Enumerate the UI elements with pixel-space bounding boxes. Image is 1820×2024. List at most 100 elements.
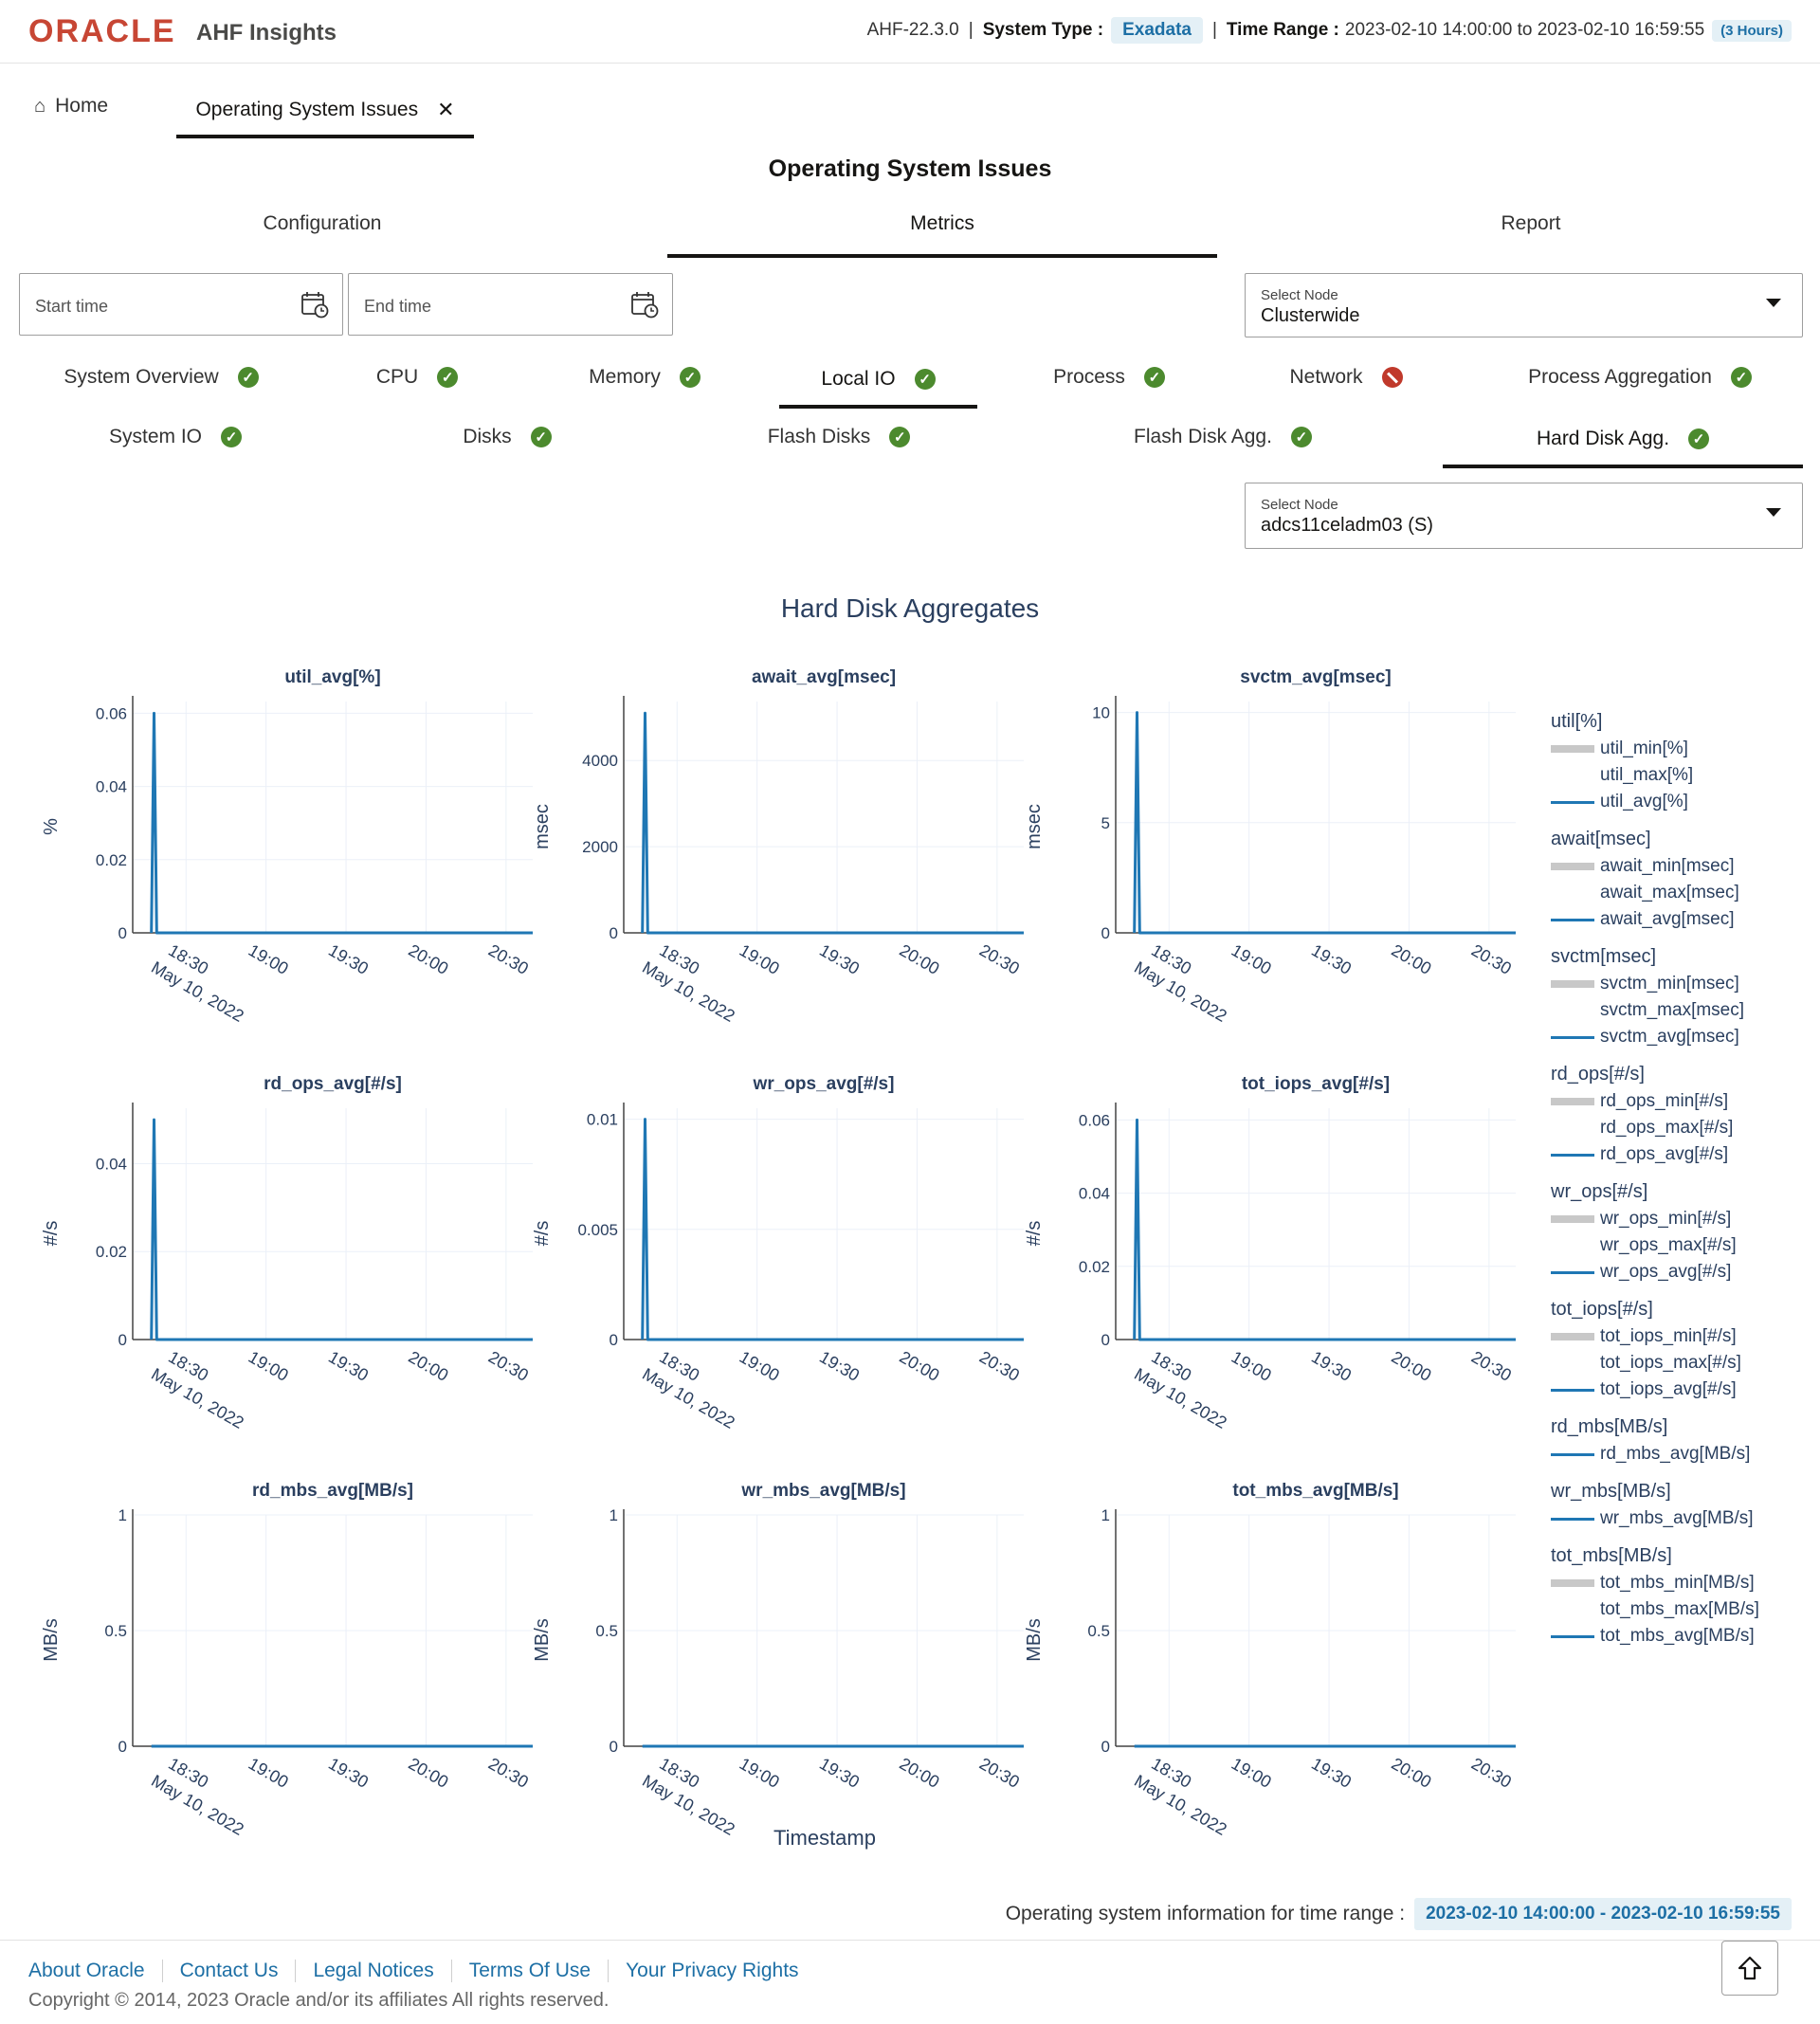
y-tick-label: 4000 (582, 752, 618, 770)
chart-util-avg-: util_avg[%]00.020.040.06%18:30 19:00 19:30… (41, 667, 533, 1026)
y-tick-label: 0 (118, 924, 127, 942)
legend-group-title[interactable]: util[%] (1551, 711, 1603, 732)
legend-group-title[interactable]: svctm[msec] (1551, 946, 1657, 967)
legend-item[interactable]: tot_iops_avg[#/s] (1551, 1377, 1816, 1403)
legend-item[interactable]: tot_mbs_avg[MB/s] (1551, 1623, 1816, 1650)
legend-item[interactable]: util_min[%] (1551, 736, 1816, 762)
top-bar: ORACLE AHF Insights AHF-22.3.0 | System … (0, 0, 1820, 64)
chevron-down-icon (1766, 508, 1781, 517)
legend-group-title[interactable]: rd_mbs[MB/s] (1551, 1416, 1668, 1437)
tab-report[interactable]: Report (1501, 212, 1561, 234)
legend-swatch (1551, 1359, 1594, 1367)
app-name: AHF Insights (196, 20, 337, 46)
footer-link-privacy[interactable]: Your Privacy Rights (626, 1960, 799, 1981)
home-tab[interactable]: ⌂ Home (34, 95, 108, 118)
y-tick-label: 0.06 (96, 704, 127, 722)
x-tick-label: 19:30 (816, 1347, 863, 1385)
legend-group-title[interactable]: rd_ops[#/s] (1551, 1064, 1645, 1085)
tab-disks[interactable]: Disks ✓ (446, 413, 569, 461)
legend-item[interactable]: await_avg[msec] (1551, 906, 1816, 933)
y-tick-label: 10 (1092, 704, 1110, 722)
node-select[interactable]: Select Node Clusterwide (1245, 273, 1803, 337)
legend-item[interactable]: util_max[%] (1551, 762, 1816, 789)
legend-group-title[interactable]: tot_mbs[MB/s] (1551, 1545, 1672, 1566)
legend-item[interactable]: rd_ops_max[#/s] (1551, 1115, 1816, 1141)
legend-swatch (1551, 1452, 1594, 1456)
tab-label: Local IO (821, 368, 896, 390)
legend-item[interactable]: tot_mbs_min[MB/s] (1551, 1570, 1816, 1596)
legend-label: tot_iops_max[#/s] (1600, 1353, 1741, 1373)
tab-metrics[interactable]: Metrics (667, 209, 1217, 258)
legend-item[interactable]: rd_ops_avg[#/s] (1551, 1141, 1816, 1168)
check-icon: ✓ (221, 427, 243, 447)
legend-group-title[interactable]: await[msec] (1551, 829, 1651, 849)
end-time-field[interactable]: End time (348, 273, 673, 336)
y-axis-label: #/s (532, 1221, 553, 1247)
tab-system-overview[interactable]: System Overview ✓ (28, 354, 294, 401)
legend-label: tot_mbs_min[MB/s] (1600, 1573, 1755, 1593)
x-tick-label: 20:30 (976, 940, 1023, 978)
close-icon[interactable]: ✕ (437, 98, 455, 121)
series-line (1133, 711, 1516, 935)
legend-group-title[interactable]: tot_iops[#/s] (1551, 1299, 1653, 1320)
tab-process[interactable]: Process ✓ (1033, 354, 1185, 401)
x-tick-label: 19:00 (737, 1347, 783, 1385)
tab-flash-disks[interactable]: Flash Disks ✓ (754, 413, 924, 461)
tab-hard-disk-agg[interactable]: Hard Disk Agg. ✓ (1443, 413, 1803, 468)
legend-item[interactable]: rd_ops_min[#/s] (1551, 1088, 1816, 1115)
legend-item[interactable]: await_max[msec] (1551, 880, 1816, 906)
legend-item[interactable]: tot_iops_min[#/s] (1551, 1323, 1816, 1350)
legend-group-title[interactable]: wr_ops[#/s] (1551, 1181, 1648, 1202)
legend-label: rd_ops_max[#/s] (1600, 1118, 1734, 1138)
legend-group-title[interactable]: wr_mbs[MB/s] (1551, 1481, 1671, 1502)
footer-link-terms[interactable]: Terms Of Use (452, 1960, 610, 1982)
start-time-field[interactable]: Start time (19, 273, 343, 336)
legend-item[interactable]: tot_mbs_max[MB/s] (1551, 1596, 1816, 1623)
tab-configuration[interactable]: Configuration (263, 212, 382, 234)
tab-system-io[interactable]: System IO ✓ (85, 413, 265, 461)
legend-label: svctm_avg[msec] (1600, 1027, 1739, 1047)
legend-item[interactable]: util_avg[%] (1551, 789, 1816, 815)
legend-label: rd_ops_avg[#/s] (1600, 1144, 1729, 1164)
legend-item[interactable]: svctm_avg[msec] (1551, 1024, 1816, 1050)
legend-label: wr_mbs_avg[MB/s] (1600, 1508, 1754, 1528)
oracle-logo[interactable]: ORACLE (28, 13, 176, 49)
tab-memory[interactable]: Memory ✓ (550, 354, 739, 401)
legend-swatch (1551, 1215, 1594, 1223)
calendar-icon[interactable] (630, 290, 659, 319)
footer-link-legal[interactable]: Legal Notices (296, 1960, 452, 1982)
legend-label: rd_ops_min[#/s] (1600, 1091, 1729, 1111)
chart-title: await_avg[msec] (752, 667, 896, 687)
legend-item[interactable]: rd_mbs_avg[MB/s] (1551, 1441, 1816, 1468)
legend-item[interactable]: wr_ops_max[#/s] (1551, 1232, 1816, 1259)
tab-process-aggregation[interactable]: Process Aggregation ✓ (1507, 354, 1773, 401)
check-icon: ✓ (889, 427, 911, 447)
tab-flash-disk-agg[interactable]: Flash Disk Agg. ✓ (1119, 413, 1327, 461)
tab-cpu[interactable]: CPU ✓ (341, 354, 493, 401)
chart-title: tot_iops_avg[#/s] (1242, 1074, 1390, 1094)
check-icon: ✓ (1143, 367, 1165, 388)
footer-link-contact[interactable]: Contact Us (163, 1960, 297, 1982)
legend-item[interactable]: wr_mbs_avg[MB/s] (1551, 1505, 1816, 1532)
scroll-to-top-button[interactable] (1721, 1941, 1778, 1996)
check-icon: ✓ (530, 427, 552, 447)
legend-item[interactable]: wr_ops_avg[#/s] (1551, 1259, 1816, 1286)
legend-item[interactable]: svctm_max[msec] (1551, 997, 1816, 1024)
legend-item[interactable]: tot_iops_max[#/s] (1551, 1350, 1816, 1377)
legend-label: await_min[msec] (1600, 856, 1735, 876)
legend-item[interactable]: wr_ops_min[#/s] (1551, 1206, 1816, 1232)
tab-local-io[interactable]: Local IO ✓ (779, 354, 977, 409)
footer-link-about[interactable]: About Oracle (28, 1960, 163, 1982)
check-icon: ✓ (1290, 427, 1312, 447)
tab-operating-system-issues[interactable]: Operating System Issues ✕ (176, 85, 474, 138)
legend-swatch (1551, 1579, 1594, 1587)
tab-network[interactable]: Network (1261, 354, 1431, 401)
x-axis-title: Timestamp (774, 1826, 876, 1850)
legend-item[interactable]: svctm_min[msec] (1551, 971, 1816, 997)
calendar-icon[interactable] (300, 290, 329, 319)
y-tick-label: 0.06 (1079, 1111, 1110, 1129)
y-tick-label: 0.5 (595, 1622, 618, 1640)
legend-item[interactable]: await_min[msec] (1551, 853, 1816, 880)
node-select-secondary[interactable]: Select Node adcs11celadm03 (S) (1245, 483, 1803, 549)
